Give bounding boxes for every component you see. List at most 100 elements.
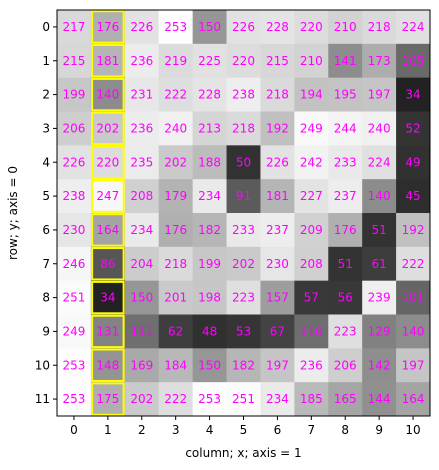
heatmap-cell-5-0 <box>57 179 92 214</box>
heatmap-cell-0-7 <box>294 10 329 45</box>
cell-value-label-11-5: 251 <box>232 392 255 406</box>
cell-value-label-9-1: 131 <box>96 324 119 338</box>
heatmap-cell-6-9 <box>362 213 397 248</box>
heatmap-cell-9-5 <box>226 314 261 349</box>
heatmap-cell-2-8 <box>328 77 363 112</box>
heatmap-cell-11-8 <box>328 382 363 417</box>
heatmap-cell-2-9 <box>362 77 397 112</box>
heatmap-cell-9-9 <box>362 314 397 349</box>
cell-value-label-5-1: 247 <box>96 189 119 203</box>
x-tick-label-3: 3 <box>172 423 180 437</box>
heatmap-cell-7-6 <box>260 246 295 282</box>
y-tick-label-6: 6 <box>42 223 50 237</box>
heatmap-cell-7-1 <box>90 246 126 282</box>
heatmap-cell-6-6 <box>260 213 295 248</box>
heatmap-cell-1-3 <box>158 43 194 79</box>
heatmap-cell-7-4 <box>192 246 227 282</box>
cell-value-label-1-6: 215 <box>266 54 289 68</box>
cell-value-label-8-8: 56 <box>338 291 353 305</box>
heatmap-cell-0-10 <box>396 10 431 45</box>
cell-value-label-4-2: 235 <box>130 155 153 169</box>
heatmap-cell-2-7 <box>294 77 329 112</box>
heatmap-cell-3-5 <box>226 111 261 146</box>
heatmap-cell-4-1 <box>90 145 126 180</box>
cell-value-label-7-7: 208 <box>300 257 323 271</box>
cell-value-label-0-2: 226 <box>130 20 153 34</box>
y-tick-label-10: 10 <box>35 358 50 372</box>
heatmap-cell-8-7 <box>294 280 329 315</box>
cell-value-label-8-3: 201 <box>164 291 187 305</box>
highlight-box-3 <box>91 111 125 146</box>
cell-value-label-0-9: 218 <box>368 20 391 34</box>
heatmap-cell-3-9 <box>362 111 397 146</box>
heatmap-cell-10-7 <box>294 348 329 383</box>
x-tick-label-6: 6 <box>274 423 282 437</box>
cell-value-label-10-2: 169 <box>130 358 153 372</box>
heatmap-cell-7-3 <box>158 246 194 282</box>
heatmap-cell-2-4 <box>192 77 227 112</box>
heatmap-cell-10-2 <box>124 348 160 383</box>
cell-value-label-8-10: 101 <box>402 291 425 305</box>
cell-value-label-8-4: 198 <box>198 291 221 305</box>
cell-value-label-8-2: 150 <box>130 291 153 305</box>
cell-value-label-11-2: 202 <box>130 392 153 406</box>
cell-value-label-4-5: 50 <box>236 155 251 169</box>
heatmap-cell-5-6 <box>260 179 295 214</box>
heatmap-cell-1-10 <box>396 43 431 79</box>
heatmap-cell-8-1 <box>90 280 126 315</box>
heatmap-cell-10-1 <box>90 348 126 383</box>
cell-value-label-0-8: 210 <box>334 20 357 34</box>
y-tick-label-1: 1 <box>42 54 50 68</box>
heatmap-cell-8-8 <box>328 280 363 315</box>
heatmap-cell-3-1 <box>90 111 126 146</box>
cell-value-label-7-0: 246 <box>63 257 86 271</box>
column-highlight <box>91 10 125 416</box>
y-axis-ticks: 0 1 2 3 4 5 6 7 8 9 10 11 <box>35 20 57 406</box>
x-tick-label-8: 8 <box>341 423 349 437</box>
heatmap-cell-3-7 <box>294 111 329 146</box>
cell-value-label-7-9: 61 <box>371 257 386 271</box>
heatmap-cell-6-10 <box>396 213 431 248</box>
heatmap-cell-10-0 <box>57 348 92 383</box>
cell-value-label-2-1: 140 <box>96 88 119 102</box>
heatmap-cell-1-0 <box>57 43 92 79</box>
cell-value-label-5-9: 140 <box>368 189 391 203</box>
highlight-box-2 <box>91 77 125 112</box>
heatmap-cell-5-1 <box>90 179 126 214</box>
heatmap-cell-10-5 <box>226 348 261 383</box>
heatmap-cell-5-9 <box>362 179 397 214</box>
heatmap-cell-1-1 <box>90 43 126 79</box>
heatmap-cell-7-2 <box>124 246 160 282</box>
x-axis-ticks: 0 1 2 3 4 5 6 7 8 9 10 <box>70 416 421 437</box>
cell-value-label-3-8: 244 <box>334 121 357 135</box>
cell-value-label-11-7: 185 <box>300 392 323 406</box>
cell-value-label-3-4: 213 <box>198 121 221 135</box>
cell-value-label-7-2: 204 <box>130 257 153 271</box>
heatmap-cell-3-10 <box>396 111 431 146</box>
heatmap-cell-2-2 <box>124 77 160 112</box>
cell-value-label-4-4: 188 <box>198 155 221 169</box>
heatmap-cell-5-10 <box>396 179 431 214</box>
highlight-box-0 <box>91 10 125 44</box>
cell-value-label-5-6: 181 <box>266 189 289 203</box>
cell-value-label-10-9: 142 <box>368 358 391 372</box>
cell-value-label-1-8: 141 <box>334 54 357 68</box>
cell-value-label-10-10: 197 <box>402 358 425 372</box>
highlight-box-4 <box>91 145 125 179</box>
heatmap-cell-10-10 <box>396 348 431 383</box>
cell-value-label-6-4: 182 <box>198 223 221 237</box>
heatmap-cell-2-10 <box>396 77 431 112</box>
cell-value-label-11-6: 234 <box>266 392 289 406</box>
cell-value-label-6-9: 51 <box>371 223 386 237</box>
cell-value-label-10-6: 197 <box>266 358 289 372</box>
cell-value-label-6-6: 237 <box>266 223 289 237</box>
y-tick-label-9: 9 <box>42 324 50 338</box>
cell-value-label-0-3: 253 <box>164 20 187 34</box>
cell-value-label-7-6: 230 <box>266 257 289 271</box>
cell-value-label-4-0: 226 <box>63 155 86 169</box>
cell-value-label-4-3: 202 <box>164 155 187 169</box>
cell-value-label-5-0: 238 <box>63 189 86 203</box>
cell-value-label-3-9: 240 <box>368 121 391 135</box>
heatmap-cell-9-6 <box>260 314 295 349</box>
cell-value-label-0-5: 226 <box>232 20 255 34</box>
